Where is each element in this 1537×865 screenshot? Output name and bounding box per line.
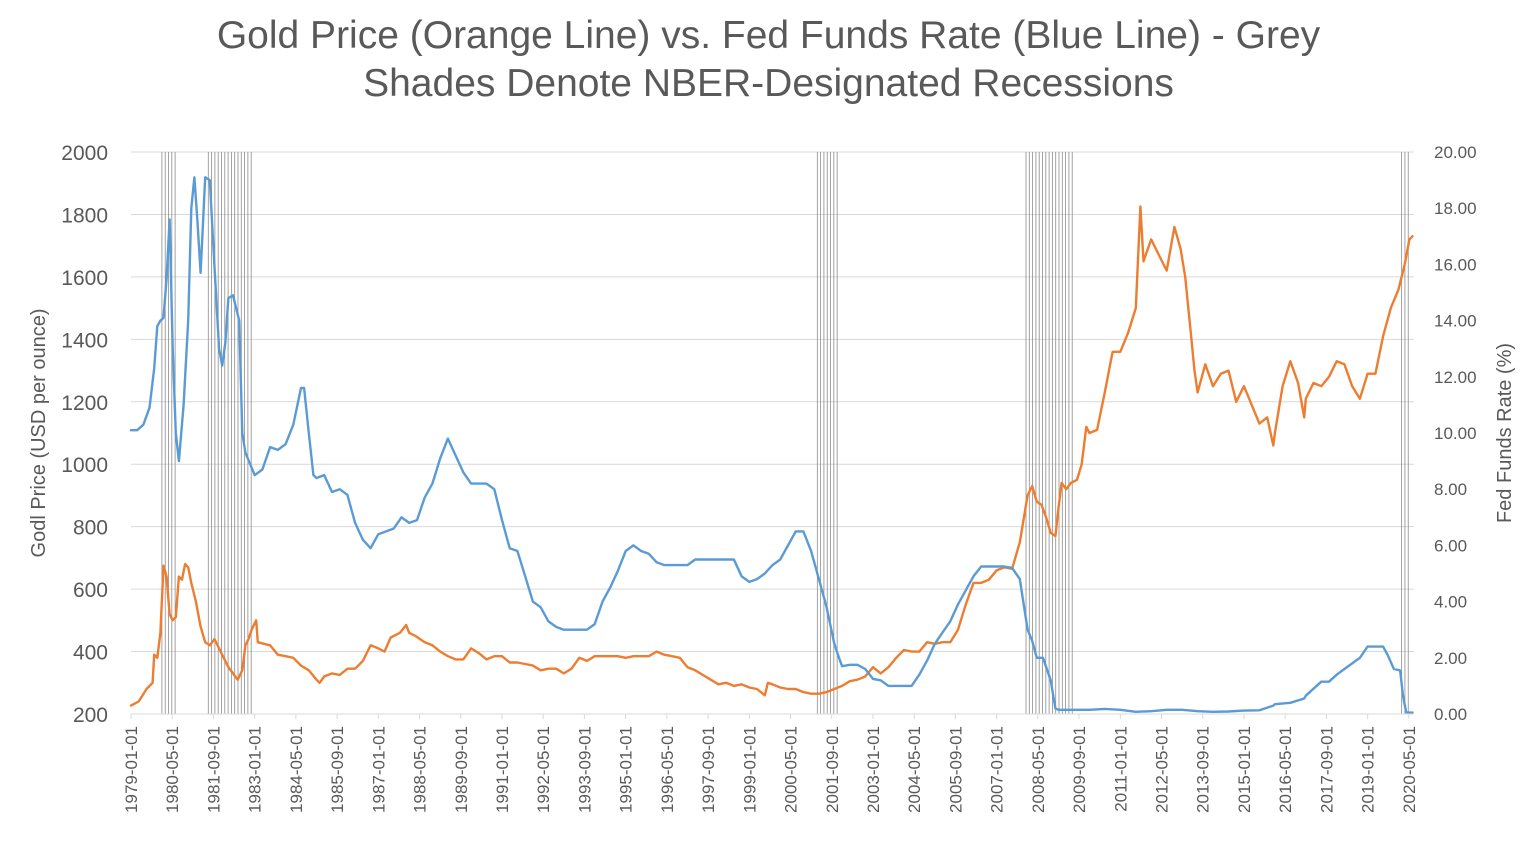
y-right-tick-labels: 0.00 2.00 4.00 6.00 8.00 10.00 12.00 14.00 16.00… xyxy=(1434,143,1477,724)
gold-price-line xyxy=(129,205,1414,707)
x-tick-label: 2015-01-01 xyxy=(1235,726,1254,813)
x-tick-label: 2012-05-01 xyxy=(1153,726,1172,813)
x-tick-label: 2013-09-01 xyxy=(1194,726,1213,813)
y-left-tick-label: 1600 xyxy=(61,267,108,290)
y-left-tick-label: 1800 xyxy=(61,204,108,227)
y-right-tick-label: 20.00 xyxy=(1434,143,1477,162)
x-tick-label: 2016-05-01 xyxy=(1276,726,1295,813)
recession-shading xyxy=(161,152,1409,714)
y-right-tick-label: 18.00 xyxy=(1434,199,1477,218)
data-series xyxy=(129,176,1414,714)
recession-band xyxy=(816,152,838,714)
x-tick-label: 1995-01-01 xyxy=(617,726,636,813)
x-tick-label: 1980-05-01 xyxy=(163,726,182,813)
x-tick-label: 2007-01-01 xyxy=(988,726,1007,813)
y-left-tick-label: 800 xyxy=(73,517,108,540)
x-tick-label: 2011-01-01 xyxy=(1111,726,1130,812)
x-tick-label: 1984-05-01 xyxy=(287,726,306,813)
y-right-tick-label: 8.00 xyxy=(1434,480,1467,499)
x-tick-label: 1988-05-01 xyxy=(411,726,430,813)
x-tick-label: 1993-09-01 xyxy=(575,726,594,813)
x-tick-label: 2001-09-01 xyxy=(823,726,842,813)
x-tick-label: 1981-09-01 xyxy=(204,726,223,813)
x-tick-label: 2019-01-01 xyxy=(1359,726,1378,813)
y-left-tick-labels: 200 400 600 800 1000 1200 1400 1600 1800 2000 xyxy=(61,142,108,727)
x-tick-label: 1979-01-01 xyxy=(122,726,141,813)
x-tick-label: 1985-09-01 xyxy=(328,726,347,813)
recession-band xyxy=(1025,152,1073,714)
y-right-tick-label: 12.00 xyxy=(1434,368,1477,387)
y-right-tick-label: 6.00 xyxy=(1434,536,1467,555)
x-tick-label: 1987-01-01 xyxy=(369,726,388,813)
x-tick-label: 2005-09-01 xyxy=(946,726,965,813)
y-right-tick-label: 14.00 xyxy=(1434,312,1477,331)
x-tick-label: 1991-01-01 xyxy=(493,726,512,813)
x-tick-label: 1999-01-01 xyxy=(740,726,759,813)
y-right-tick-label: 4.00 xyxy=(1434,593,1467,612)
y-right-tick-label: 16.00 xyxy=(1434,255,1477,274)
fed-funds-rate-line xyxy=(129,176,1414,714)
x-tick-label: 1992-05-01 xyxy=(534,726,553,813)
y-left-tick-label: 2000 xyxy=(61,142,108,165)
x-tick-labels: 1979-01-01 1980-05-01 1981-09-01 1983-01-01… xyxy=(122,714,1419,813)
x-tick-label: 2020-05-01 xyxy=(1400,726,1419,813)
y-left-tick-label: 200 xyxy=(73,704,108,727)
recession-band xyxy=(207,152,252,714)
x-tick-label: 2004-05-01 xyxy=(905,726,924,813)
y-left-tick-label: 400 xyxy=(73,642,108,665)
x-tick-label: 1997-09-01 xyxy=(699,726,718,813)
x-tick-label: 1983-01-01 xyxy=(246,726,265,813)
x-tick-label: 1989-09-01 xyxy=(452,726,471,813)
gridlines xyxy=(131,151,1414,653)
y-left-tick-label: 1400 xyxy=(61,329,108,352)
y-left-axis-title: Godl Price (USD per ounce) xyxy=(28,309,50,558)
x-tick-label: 2017-09-01 xyxy=(1317,726,1336,813)
x-tick-label: 1996-05-01 xyxy=(658,726,677,813)
x-tick-label: 2009-09-01 xyxy=(1070,726,1089,813)
y-right-tick-label: 10.00 xyxy=(1434,424,1477,443)
chart-title-line-1: Gold Price (Orange Line) vs. Fed Funds R… xyxy=(216,14,1321,57)
y-right-axis-title: Fed Funds Rate (%) xyxy=(1494,343,1516,523)
y-left-tick-label: 1200 xyxy=(61,392,108,415)
y-left-tick-label: 1000 xyxy=(61,454,108,477)
chart-title: Gold Price (Orange Line) vs. Fed Funds R… xyxy=(0,12,1537,108)
x-tick-label: 2008-05-01 xyxy=(1029,726,1048,813)
y-right-tick-label: 2.00 xyxy=(1434,649,1467,668)
recession-band xyxy=(1401,152,1409,714)
y-left-tick-label: 600 xyxy=(73,579,108,602)
x-tick-label: 2003-01-01 xyxy=(864,726,883,813)
y-right-tick-label: 0.00 xyxy=(1434,705,1467,724)
chart-title-line-2: Shades Denote NBER-Designated Recessions xyxy=(363,62,1174,105)
x-tick-label: 2000-05-01 xyxy=(782,726,801,813)
